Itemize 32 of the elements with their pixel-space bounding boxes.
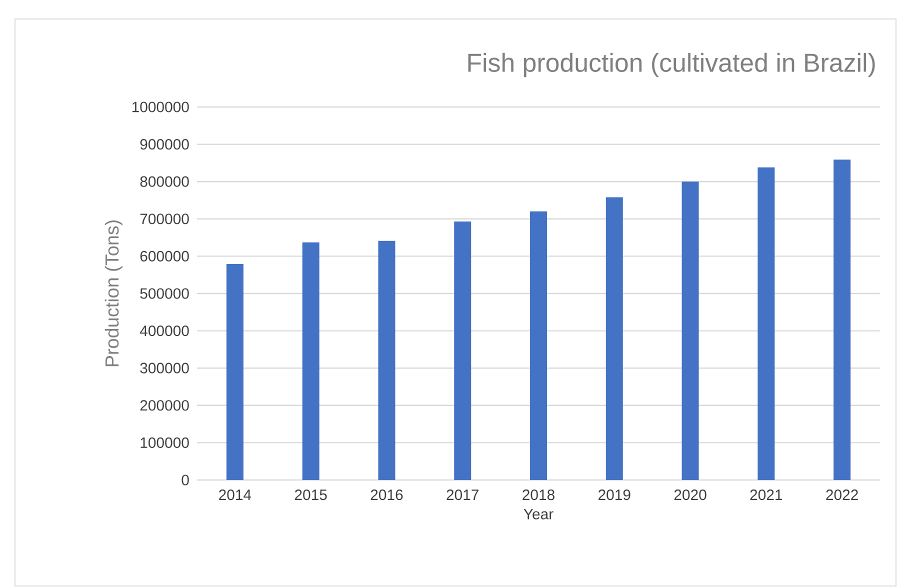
x-tick-label: 2017 bbox=[446, 490, 478, 500]
y-tick-label: 600000 bbox=[140, 250, 189, 262]
bar bbox=[302, 242, 320, 480]
bar bbox=[454, 222, 472, 480]
x-tick-label: 2019 bbox=[598, 490, 630, 500]
y-tick-label: 400000 bbox=[140, 326, 189, 336]
x-tick-label: 2015 bbox=[294, 490, 327, 500]
y-tick-label: 900000 bbox=[140, 139, 189, 150]
chart-title: Fish production (cultivated in Brazil) bbox=[468, 52, 875, 78]
y-tick-label: 300000 bbox=[140, 362, 189, 374]
y-axis-title: Production (Tons) bbox=[104, 220, 122, 366]
y-tick-label: 500000 bbox=[140, 288, 189, 299]
y-tick-label: 0 bbox=[182, 474, 189, 486]
x-tick-label: 2022 bbox=[826, 490, 858, 500]
y-tick-label: 100000 bbox=[140, 437, 189, 448]
y-tick-label: 200000 bbox=[140, 400, 189, 411]
bar bbox=[378, 240, 396, 480]
bar bbox=[758, 167, 775, 480]
x-tick-label: 2016 bbox=[370, 490, 403, 500]
x-tick-label: 2021 bbox=[750, 490, 782, 500]
x-tick-label: 2020 bbox=[674, 490, 706, 500]
bar bbox=[682, 182, 699, 480]
bar bbox=[606, 197, 623, 480]
bar bbox=[834, 160, 851, 480]
y-tick-label: 800000 bbox=[140, 176, 189, 187]
bar bbox=[530, 211, 548, 480]
x-tick-label: 2018 bbox=[522, 490, 554, 500]
x-tick-label: 2014 bbox=[219, 490, 252, 500]
y-tick-label: 700000 bbox=[140, 214, 189, 224]
y-tick-label: 1000000 bbox=[132, 102, 189, 112]
x-axis-title: Year bbox=[524, 508, 554, 520]
bar bbox=[226, 264, 244, 480]
